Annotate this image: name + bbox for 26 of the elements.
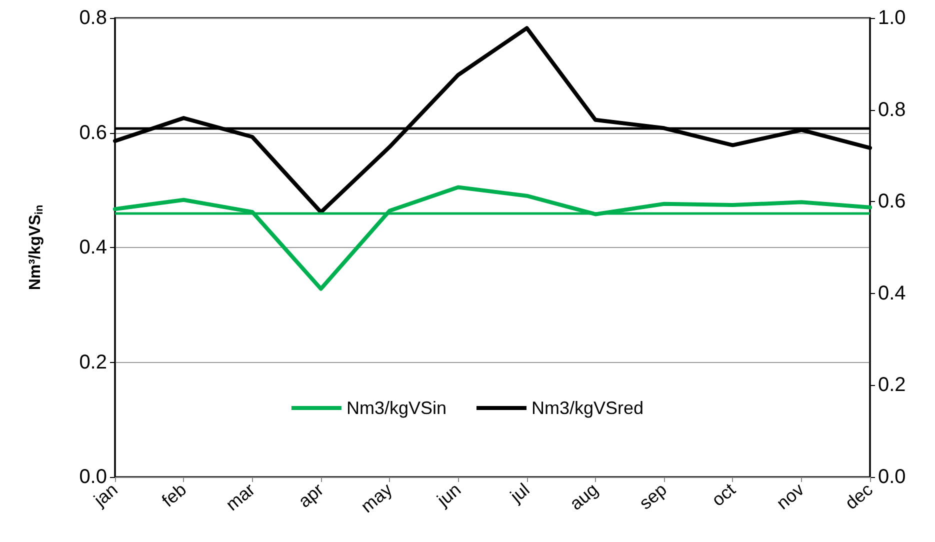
y2-tick-label: 0.0	[878, 466, 906, 488]
y2-tick-label: 0.4	[878, 282, 906, 304]
x-tick-label: aug	[566, 479, 602, 514]
y2-tick-label: 1.0	[878, 7, 906, 29]
y-tick-label: 0.2	[79, 351, 107, 374]
x-tick-label: jun	[432, 479, 465, 511]
x-tick-label: jul	[506, 479, 534, 507]
x-tick-label: may	[357, 479, 396, 517]
x-tick-label: dec	[841, 479, 876, 514]
line-series	[113, 185, 872, 291]
y2-tick-label: 0.2	[878, 374, 906, 396]
y-tick-label: 0.4	[79, 236, 107, 258]
x-tick-label: mar	[222, 479, 259, 515]
x-tick-label: nov	[772, 479, 808, 514]
y-tick-label: 0.8	[79, 7, 107, 29]
x-tick-label: sep	[635, 479, 671, 514]
y2-tick-label: 0.8	[878, 98, 906, 121]
x-tick-label: oct	[708, 479, 740, 510]
legend-label: Nm3/kgVSred	[531, 398, 644, 418]
legend-label: Nm3/kgVSin	[346, 398, 447, 418]
x-tick-label: apr	[294, 479, 328, 512]
x-tick-label: feb	[158, 479, 190, 511]
y-axis-title: Nm³/kgVSin	[27, 204, 46, 290]
y-tick-label: 0.0	[79, 466, 107, 488]
y-tick-label: 0.6	[79, 122, 107, 144]
y2-tick-label: 0.6	[878, 190, 906, 213]
